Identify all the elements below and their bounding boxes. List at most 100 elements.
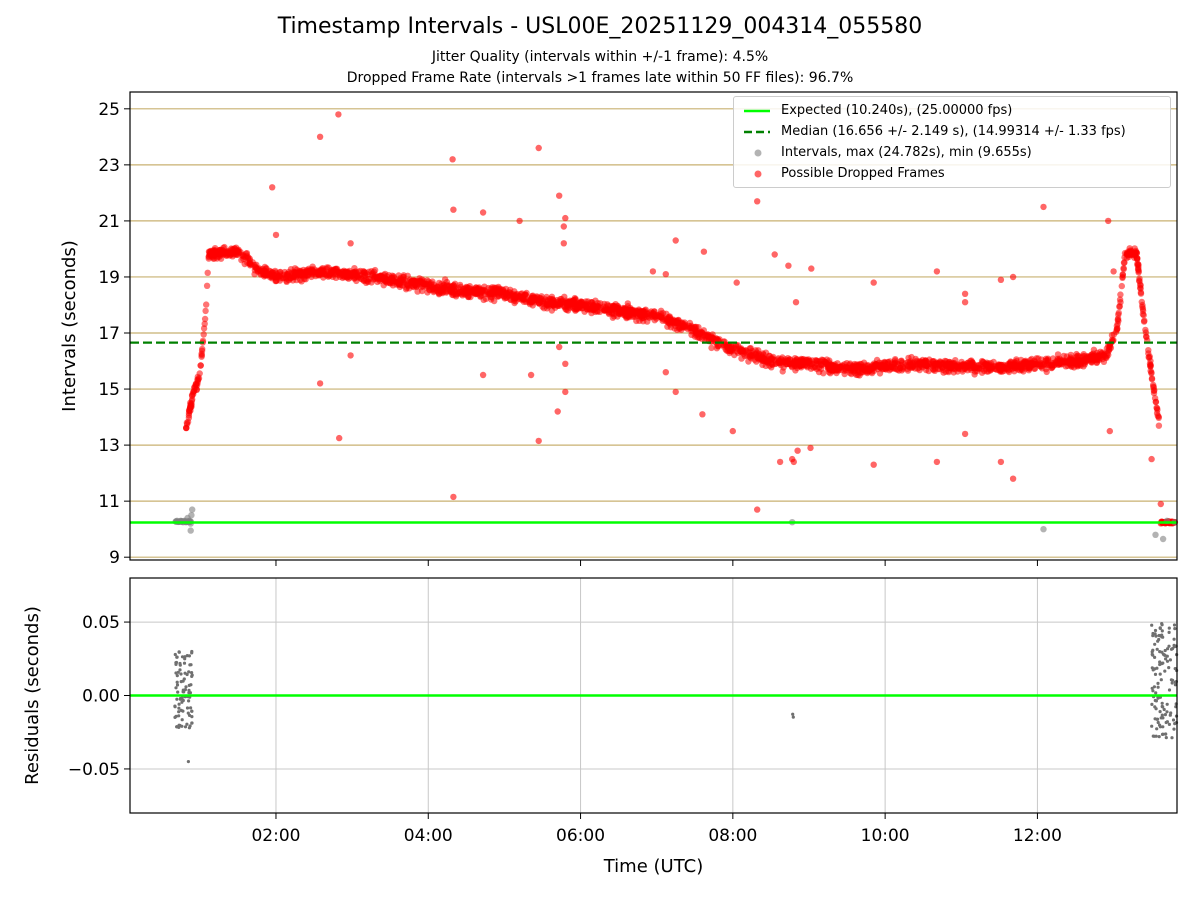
interval-point	[189, 506, 196, 513]
residual-point	[1153, 632, 1157, 636]
residual-point	[1169, 711, 1173, 715]
dropped-frame-point	[813, 357, 820, 365]
chart-legend: Expected (10.240s), (25.00000 fps) Media…	[733, 96, 1171, 188]
dropped-frame-point	[868, 363, 876, 370]
dropped-frame-point	[647, 311, 654, 318]
dropped-frame-point	[1134, 265, 1142, 273]
dropped-frame-point	[195, 376, 202, 383]
residual-point	[1158, 662, 1162, 667]
dropped-frame-outlier	[700, 248, 708, 255]
dropped-frame-point	[580, 301, 587, 308]
dropped-frame-point	[204, 269, 211, 276]
dropped-frame-point	[663, 310, 670, 317]
dropped-frame-outlier	[961, 299, 969, 306]
residual-point	[180, 718, 184, 722]
dropped-frame-point	[1069, 360, 1077, 367]
dropped-frame-point	[832, 366, 840, 374]
dropped-frame-outlier	[556, 343, 563, 351]
dropped-frame-point	[1030, 360, 1038, 367]
residual-point	[1170, 647, 1175, 651]
residual-point	[1150, 623, 1154, 627]
dropped-frame-point	[304, 268, 311, 275]
dropped-frame-point	[1018, 366, 1025, 374]
residual-point	[1153, 642, 1157, 646]
dropped-frame-outlier	[562, 360, 569, 367]
dropped-frame-outlier	[449, 156, 456, 163]
dropped-frame-point	[183, 424, 190, 432]
interval-point	[1040, 526, 1047, 533]
dropped-frame-point	[638, 315, 645, 322]
dropped-frame-point	[818, 361, 825, 369]
dropped-frame-point	[589, 304, 597, 312]
dropped-frame-point	[793, 360, 800, 367]
dropped-frame-point	[945, 361, 952, 368]
dropped-frame-point	[656, 313, 663, 320]
dropped-frame-point	[1142, 326, 1149, 334]
residual-point	[1167, 644, 1171, 648]
residual-point	[190, 671, 194, 675]
dropped-frame-point	[797, 362, 805, 370]
residual-point	[188, 691, 192, 695]
dropped-frame-point	[664, 323, 671, 330]
residual-point	[175, 655, 179, 659]
residual-point	[1173, 683, 1177, 687]
dropped-frame-point	[1118, 282, 1126, 290]
dropped-frame-outlier	[1105, 217, 1112, 225]
dropped-frame-outlier	[316, 133, 324, 140]
residual-point	[1168, 658, 1172, 662]
dropped-frame-point	[1043, 361, 1050, 369]
dropped-frame-point	[846, 365, 853, 372]
residual-point	[1151, 689, 1155, 693]
dropped-frame-outlier	[771, 251, 778, 258]
dropped-frame-point	[570, 297, 577, 304]
residual-point	[177, 702, 181, 706]
dropped-frame-point	[681, 319, 688, 326]
dropped-frame-point	[759, 353, 766, 360]
residual-point	[1158, 710, 1162, 714]
residual-point	[177, 714, 181, 718]
dropped-frame-point	[939, 366, 947, 374]
dropped-frame-point	[289, 277, 297, 284]
dropped-frames-cloud	[183, 111, 1179, 527]
dropped-frame-point	[221, 243, 228, 251]
dropped-frame-point	[604, 306, 611, 314]
dropped-frame-point	[612, 301, 619, 308]
residual-point	[1160, 701, 1164, 705]
residual-point	[177, 650, 181, 654]
dropped-frame-point	[709, 336, 717, 343]
dropped-frame-point	[1153, 405, 1161, 412]
dropped-frame-point	[887, 363, 895, 370]
dropped-frame-point	[444, 282, 451, 290]
dropped-frame-point	[826, 359, 833, 366]
dropped-frame-point	[987, 362, 995, 369]
residual-point	[175, 674, 179, 678]
dropped-frame-outlier	[556, 192, 563, 199]
legend-entry-median: Median (16.656 +/- 2.149 s), (14.99314 +…	[734, 122, 1170, 142]
dropped-frame-point	[908, 353, 915, 361]
residual-point	[1164, 736, 1168, 740]
dropped-frame-outlier	[699, 411, 706, 418]
dropped-frame-point	[779, 368, 786, 375]
dropped-frame-point	[200, 331, 207, 338]
dropped-frame-point	[409, 279, 417, 286]
dropped-frame-point	[1002, 362, 1010, 369]
dropped-frame-point	[958, 358, 965, 366]
dropped-frame-point	[1090, 346, 1098, 353]
residual-point	[190, 715, 194, 719]
residual-y-tick-label: −0.05	[68, 760, 120, 780]
dropped-frame-point	[1151, 387, 1158, 394]
y-tick-label: 11	[98, 492, 120, 512]
dropped-frame-outlier	[1110, 268, 1117, 275]
residual-y-tick-label: 0.00	[82, 687, 120, 707]
residual-point	[178, 668, 182, 672]
dropped-frame-point	[899, 365, 907, 373]
legend-label-dropped: Possible Dropped Frames	[781, 166, 945, 181]
residual-point	[174, 686, 178, 690]
dropped-frame-outlier	[347, 352, 354, 359]
dropped-frame-outlier	[1157, 500, 1165, 508]
interval-point	[1152, 531, 1159, 538]
residual-point	[177, 710, 181, 714]
dropped-frame-point	[1134, 256, 1141, 263]
dropped-frame-point	[416, 277, 424, 285]
